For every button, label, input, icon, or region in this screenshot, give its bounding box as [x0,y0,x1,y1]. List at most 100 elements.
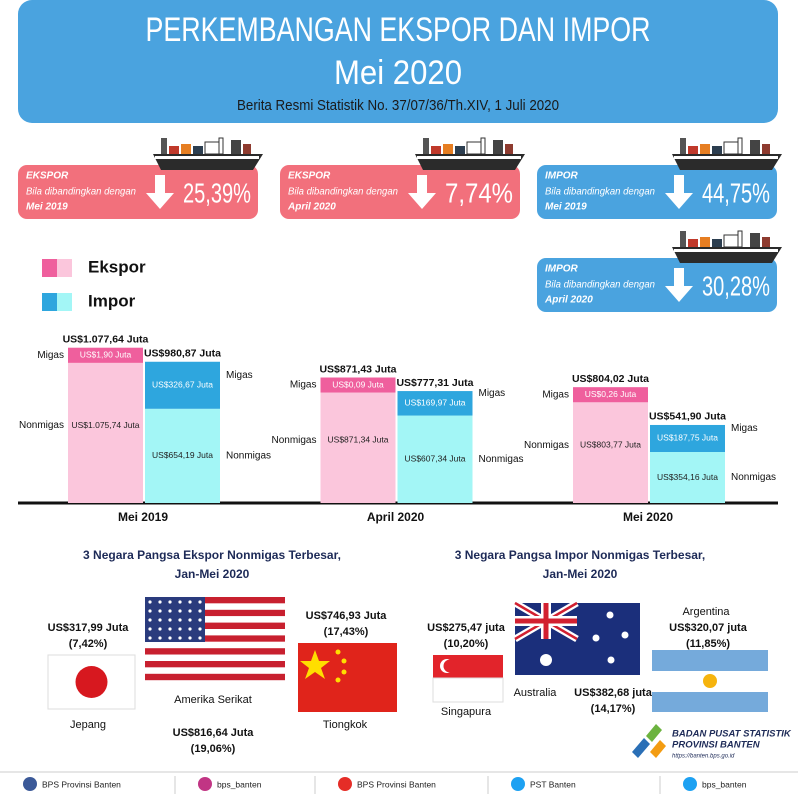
flag-shape [148,636,152,640]
flag-shape [158,627,162,631]
flag-shape [621,631,629,639]
value-label: US$169,97 Juta [405,398,466,408]
ship-icon [671,137,783,171]
flag-shape [188,600,192,604]
flag-shape [145,635,285,642]
legend-label: Ekspor [88,257,146,276]
bar-segment [650,424,725,453]
flag-shape [515,603,577,639]
flag-shape [607,656,615,664]
footer-icon [23,777,37,791]
series-label: Migas [290,380,317,391]
country-name: Tiongkok [323,719,368,731]
card-period: April 2020 [287,202,336,213]
card-value: 25,39% [183,177,251,208]
flag-shape [145,667,285,674]
flag-shape [188,609,192,613]
bar-segment [145,361,220,409]
flag-shape [145,597,205,642]
flag-shape [443,659,457,673]
down-arrow [665,268,693,302]
country-share: (10,20%) [444,638,489,650]
logo-mark [650,740,666,758]
flag-shape [145,609,285,617]
country-name: Argentina [682,606,730,618]
total-label: US$980,87 Juta [144,348,221,360]
series-label: Nonmigas [19,420,64,431]
footer-text: bps_banten [702,779,747,789]
series-label: Nonmigas [271,435,316,446]
flag-shape [178,609,182,613]
down-arrow [408,175,436,209]
country-share: (7,42%) [69,638,108,650]
card-value: 30,28% [702,270,770,301]
ship-icon [152,137,264,171]
flag-shape [335,677,341,683]
card-comparison: Bila dibandingkan dengan [26,187,136,198]
legend-swatch [42,293,57,311]
card [18,165,258,219]
series-label: Migas [731,423,758,434]
flag-shape [145,654,285,661]
card-value: 7,74% [445,177,513,208]
flag-shape [158,609,162,613]
section-title: 3 Negara Pangsa Ekspor Nonmigas Terbesar… [83,548,341,562]
flag-shape [300,650,330,679]
legend-swatch [42,259,57,277]
card-comparison: Bila dibandingkan dengan [545,187,655,198]
label-bg [573,387,648,403]
footer-text: BPS Provinsi Banten [42,779,121,789]
country-value: US$382,68 juta [574,687,653,699]
flag-shape [148,609,152,613]
title: PERKEMBANGAN EKSPOR DAN IMPOR [146,11,651,49]
series-label: Migas [542,389,569,400]
card-comparison: Bila dibandingkan dengan [545,280,655,291]
logo-region: PROVINSI BANTEN [672,740,761,751]
value-label: US$0,09 Juta [332,379,384,389]
section-title: Jan-Mei 2020 [175,567,250,581]
footer-icon [683,777,697,791]
flag-shape [75,666,108,698]
value-label: US$1.075,74 Juta [71,420,139,430]
section-title: Jan-Mei 2020 [543,567,618,581]
label-bg [68,347,143,363]
bar-segment [145,408,220,503]
logo-name: BADAN PUSAT STATISTIK [672,729,792,740]
bar-segment [68,348,143,503]
source: Berita Resmi Statistik No. 37/07/36/Th.X… [237,97,559,114]
flag-shape [652,650,768,671]
country-share: (11,85%) [686,638,730,650]
value-label: US$654,19 Juta [152,450,213,460]
flag-shape [198,636,202,640]
country-value: US$746,93 Juta [306,610,388,622]
flag-shape [168,618,172,622]
subtitle: Mei 2020 [334,54,462,92]
logo-mark [646,724,662,742]
country-value: US$317,99 Juta [48,622,130,634]
flag-shape [145,648,285,655]
flag-shape [168,636,172,640]
series-label: Migas [479,388,506,399]
total-label: US$777,31 Juta [396,377,473,389]
flag-shape [652,692,768,712]
value-label: US$0,26 Juta [585,389,637,399]
flag-shape [145,622,285,629]
ship-icon [414,137,526,171]
series-label: Nonmigas [731,472,776,483]
flag-shape [298,643,397,712]
flag-shape [178,600,182,604]
value-label: US$354,16 Juta [657,472,718,482]
flag-shape [198,618,202,622]
card [537,258,777,312]
flag-shape [178,636,182,640]
flag-shape [145,616,285,623]
flag-shape [178,627,182,631]
flag-shape [198,627,202,631]
flag-shape [188,618,192,622]
flag-shape [145,597,285,604]
ship-icon [671,230,783,264]
flag-shape [168,609,172,613]
value-label: US$1,90 Juta [80,350,132,360]
bar-segment [397,391,473,416]
